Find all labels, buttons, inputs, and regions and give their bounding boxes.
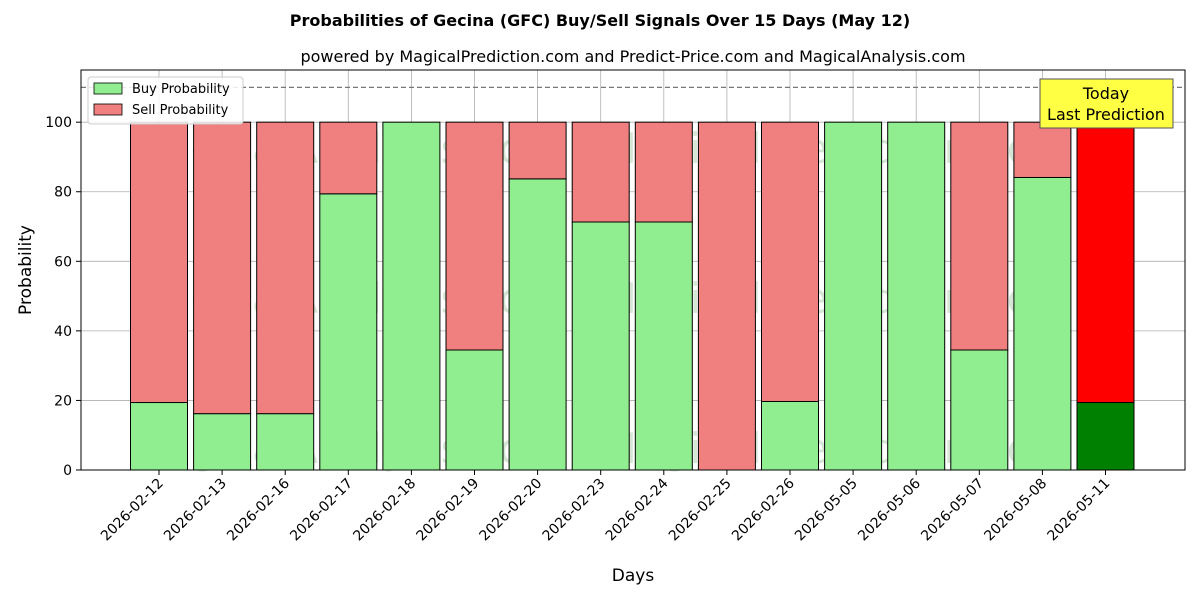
sell-bar bbox=[1076, 121, 1135, 404]
bars bbox=[130, 121, 1135, 471]
sell-bar bbox=[571, 121, 630, 223]
buy-bar bbox=[256, 413, 315, 471]
x-axis-label: Days bbox=[612, 566, 655, 586]
sell-bar bbox=[130, 121, 188, 404]
x-tick-label: 2026-02-18 bbox=[350, 476, 419, 545]
sell-bar bbox=[950, 121, 1009, 351]
x-tick-label: 2026-02-24 bbox=[603, 475, 672, 544]
chart-title: Probabilities of Gecina (GFC) Buy/Sell S… bbox=[290, 11, 910, 30]
x-tick-label: 2026-02-23 bbox=[540, 476, 609, 545]
x-tick-label: 2026-02-16 bbox=[224, 475, 293, 544]
x-tick-label: 2026-02-25 bbox=[666, 476, 735, 545]
x-tick-label: 2026-02-17 bbox=[287, 476, 356, 545]
sell-bar bbox=[697, 121, 756, 471]
buy-bar bbox=[382, 121, 441, 471]
buy-bar bbox=[887, 121, 946, 471]
x-tick-label: 2026-05-07 bbox=[918, 476, 987, 545]
plot-frame bbox=[80, 69, 1186, 471]
y-tick-label: 0 bbox=[63, 463, 72, 479]
buy-bar bbox=[1013, 176, 1072, 471]
x-tick-label: 2026-05-11 bbox=[1044, 476, 1113, 545]
x-tick-label: 2026-05-08 bbox=[981, 476, 1050, 545]
buy-bar bbox=[130, 402, 188, 471]
y-tick-label: 100 bbox=[45, 115, 72, 131]
legend-label-buy: Buy Probability bbox=[132, 82, 230, 97]
sell-bar bbox=[1013, 121, 1072, 178]
today-annotation: Today Last Prediction bbox=[1039, 78, 1174, 129]
sell-bar bbox=[508, 121, 567, 180]
x-tick-label: 2026-02-13 bbox=[161, 476, 230, 545]
buy-bar bbox=[950, 349, 1009, 471]
y-tick-label: 20 bbox=[54, 393, 72, 409]
chart-subtitle: powered by MagicalPrediction.com and Pre… bbox=[300, 47, 965, 66]
today-annotation-line-2: Last Prediction bbox=[1047, 105, 1165, 124]
x-tick-label: 2026-05-06 bbox=[855, 475, 924, 544]
today-annotation-line-1: Today bbox=[1082, 84, 1129, 103]
buy-bar bbox=[508, 178, 567, 471]
x-tick-label: 2026-02-20 bbox=[477, 476, 546, 545]
buy-bar bbox=[319, 193, 378, 471]
legend-swatch-buy bbox=[93, 82, 123, 95]
buy-bar bbox=[1076, 402, 1135, 471]
buy-bar bbox=[824, 121, 883, 471]
legend: Buy Probability Sell Probability bbox=[87, 76, 244, 125]
legend-box bbox=[87, 76, 244, 125]
buy-bar bbox=[571, 221, 630, 471]
buy-bar bbox=[761, 400, 819, 471]
legend-label-sell: Sell Probability bbox=[132, 103, 229, 118]
x-tick-label: 2026-02-19 bbox=[413, 476, 482, 545]
y-tick-label: 40 bbox=[54, 324, 72, 340]
sell-bar bbox=[319, 121, 378, 195]
x-tick-label: 2026-05-05 bbox=[792, 476, 861, 545]
today-annotation-box bbox=[1039, 78, 1174, 129]
y-tick-label: 60 bbox=[54, 254, 72, 270]
sell-bar bbox=[761, 121, 819, 402]
sell-bar bbox=[193, 121, 252, 415]
buy-bar bbox=[193, 413, 252, 471]
y-axis-ticks: 0 20 40 60 80 100 bbox=[45, 115, 81, 479]
legend-swatch-sell bbox=[93, 103, 123, 116]
y-tick-label: 80 bbox=[54, 185, 72, 201]
sell-bar bbox=[445, 121, 504, 351]
y-axis-label: Probability bbox=[16, 225, 36, 315]
x-tick-label: 2026-02-26 bbox=[729, 475, 798, 544]
sell-bar bbox=[256, 121, 315, 415]
buy-bar bbox=[634, 221, 693, 471]
sell-bar bbox=[634, 121, 693, 223]
buy-bar bbox=[445, 349, 504, 471]
x-axis-ticks: 2026-02-122026-02-132026-02-162026-02-17… bbox=[98, 470, 1113, 544]
x-tick-label: 2026-02-12 bbox=[98, 476, 167, 545]
